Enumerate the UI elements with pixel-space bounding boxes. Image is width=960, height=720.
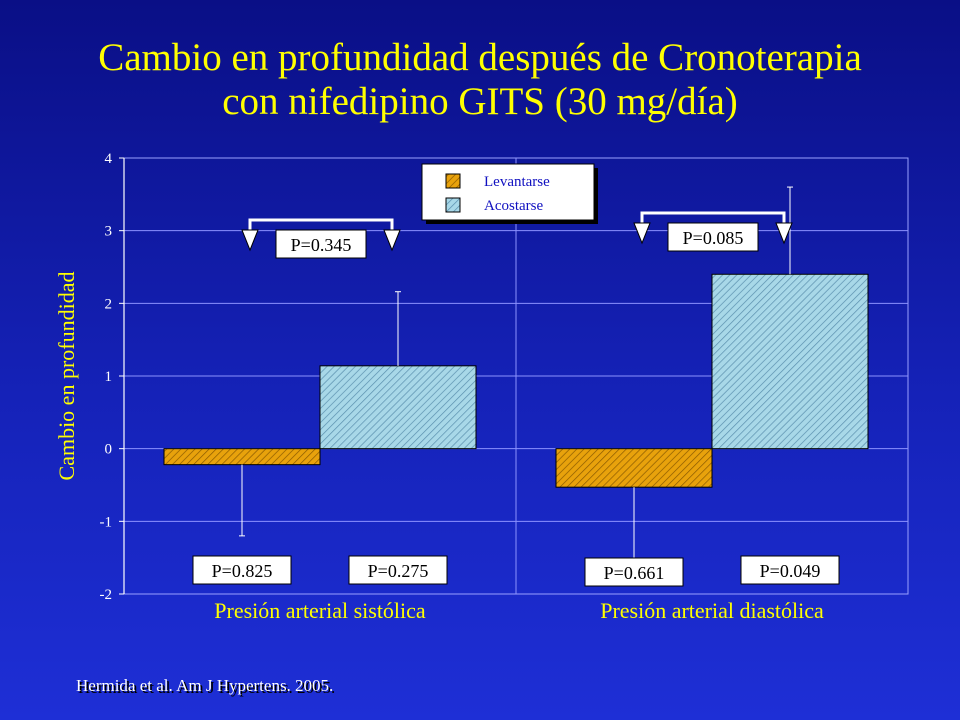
comparison-bracket	[640, 211, 786, 223]
p-value-series: P=0.275	[368, 561, 429, 581]
y-tick-label: 0	[105, 442, 113, 458]
p-value-series-box	[192, 555, 292, 585]
y-tick-label: 1	[105, 369, 113, 385]
p-value-comparison: P=0.345	[291, 235, 352, 255]
legend-swatch	[445, 173, 461, 189]
y-tick-label: 4	[105, 151, 113, 167]
p-value-comparison: P=0.085	[683, 228, 744, 248]
bracket-arrow	[241, 229, 259, 252]
slide-title: Cambio en profundidad después de Cronote…	[0, 36, 960, 124]
category-label: Presión arterial sistólica	[214, 598, 426, 623]
p-value-series-box	[584, 557, 684, 587]
bracket-arrow	[775, 222, 793, 245]
bar-acostarse-2	[711, 273, 869, 450]
title-line-2: con nifedipino GITS (30 mg/día)	[222, 80, 738, 123]
y-tick-label: -2	[100, 587, 113, 603]
bar-acostarse-1	[319, 365, 477, 450]
p-value-series: P=0.825	[212, 561, 273, 581]
legend-label: Levantarse	[484, 174, 550, 190]
bracket-arrow	[633, 222, 651, 245]
legend-swatch	[445, 197, 461, 213]
legend-label: Acostarse	[484, 198, 543, 214]
p-value-series: P=0.049	[760, 561, 821, 581]
y-axis-label: Cambio en profundidad	[54, 272, 79, 481]
bar-levantarse-1	[163, 448, 321, 466]
y-tick-label: 3	[105, 224, 113, 240]
y-tick-label: 2	[105, 296, 113, 312]
citation: Hermida et al. Am J Hypertens. 2005.	[76, 676, 334, 695]
p-value-comparison-box	[667, 222, 759, 252]
p-value-series: P=0.661	[604, 563, 665, 583]
p-value-series-box	[740, 555, 840, 585]
category-label: Presión arterial diastólica	[600, 598, 824, 623]
bracket-arrow	[383, 229, 401, 252]
bar-levantarse-2	[555, 448, 713, 488]
p-value-series-box	[348, 555, 448, 585]
comparison-bracket	[248, 218, 394, 230]
y-tick-label: -1	[100, 514, 113, 530]
title-line-1: Cambio en profundidad después de Cronote…	[98, 36, 862, 79]
p-value-comparison-box	[275, 229, 367, 259]
